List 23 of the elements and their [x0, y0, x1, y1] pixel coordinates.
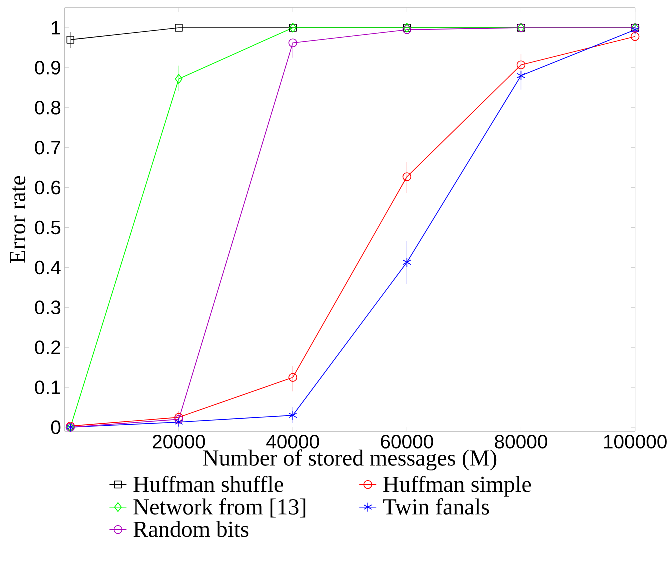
x-tick-label: 20000 — [153, 434, 206, 449]
y-tick-label: 0.5 — [35, 220, 61, 234]
legend-label: Twin fanals — [383, 498, 490, 515]
legend-label: Huffman shuffle — [134, 476, 284, 492]
y-tick-label: 0.1 — [35, 380, 60, 394]
x-tick-label: 100000 — [604, 434, 667, 449]
x-tick-label: 80000 — [495, 434, 548, 449]
legend-label: Huffman simple — [384, 476, 532, 497]
y-tick-label: 0 — [51, 420, 61, 434]
legend-label: Network from [13] — [134, 498, 306, 518]
y-tick-label: 0.2 — [35, 340, 60, 354]
y-tick-label: 0.8 — [35, 100, 61, 115]
y-tick-label: 0.6 — [35, 180, 61, 194]
y-tick-label: 0.4 — [35, 260, 61, 274]
legend-label: Random bits — [134, 520, 249, 538]
y-tick-label: 0.3 — [35, 300, 61, 314]
x-axis-title: Number of stored messages (M) — [203, 449, 497, 471]
y-tick-label: 0.7 — [35, 140, 60, 155]
y-tick-label: 0.9 — [35, 60, 60, 75]
y-tick-label: 1 — [52, 21, 60, 34]
y-axis-title: Error rate — [10, 176, 26, 264]
x-tick-label: 60000 — [381, 434, 434, 449]
x-tick-label: 40000 — [266, 434, 320, 449]
